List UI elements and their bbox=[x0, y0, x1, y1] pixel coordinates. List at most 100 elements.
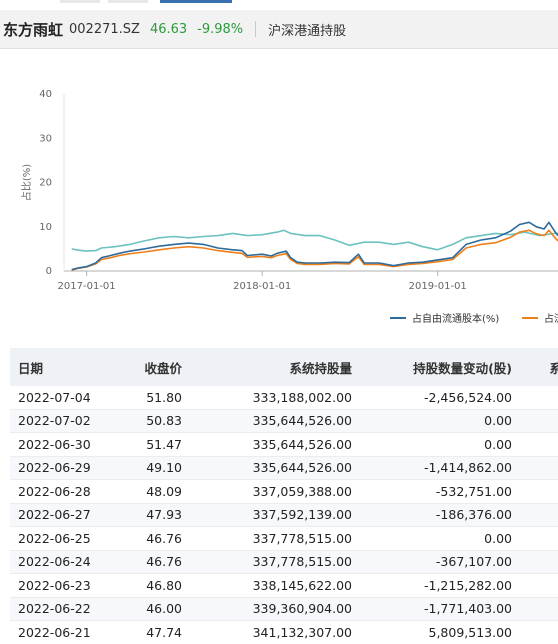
truncated-cell bbox=[520, 503, 558, 527]
stock-price: 46.63 bbox=[149, 21, 188, 37]
stock-code: 002271.SZ bbox=[69, 21, 140, 37]
holdings-cell: 337,778,515.00 bbox=[190, 526, 360, 551]
table-row[interactable]: 2022-07-04 51.80 333,188,002.00 -2,456,524.… bbox=[10, 386, 558, 410]
market-label[interactable]: 沪深港通持股 bbox=[268, 23, 347, 39]
close-cell: 46.80 bbox=[120, 573, 190, 598]
table-row[interactable]: 2022-06-24 46.76 337,778,515.00 -367,107.00 bbox=[10, 550, 558, 574]
truncated-cell bbox=[520, 386, 558, 410]
chart-series bbox=[71, 221, 558, 271]
date-cell: 2022-06-21 bbox=[10, 620, 120, 644]
holdings-cell: 333,188,002.00 bbox=[190, 386, 360, 410]
y-tick-label: 40 bbox=[39, 89, 52, 100]
table-row[interactable]: 2022-06-30 51.47 335,644,526.00 0.00 bbox=[10, 432, 558, 457]
series-line-1 bbox=[71, 229, 558, 271]
close-cell: 51.80 bbox=[120, 386, 190, 410]
holdings-cell: 339,360,904.00 bbox=[190, 597, 360, 621]
close-cell: 48.09 bbox=[120, 479, 190, 504]
tab-indicator-active[interactable] bbox=[160, 0, 232, 3]
truncated-cell bbox=[520, 526, 558, 551]
close-cell: 50.83 bbox=[120, 409, 190, 433]
change-cell: -367,107.00 bbox=[360, 550, 520, 574]
truncated-cell bbox=[520, 456, 558, 480]
col-header-truncated[interactable]: 系 bbox=[549, 360, 558, 376]
truncated-cell bbox=[520, 409, 558, 433]
change-cell: -186,376.00 bbox=[360, 503, 520, 527]
legend-swatch bbox=[390, 316, 406, 319]
truncated-cell bbox=[520, 573, 558, 598]
table-header-row: 日期 收盘价 系统持股量 持股数量变动(股) 系 bbox=[10, 348, 558, 386]
chart-legend: 占自由流通股本(%) 占流 bbox=[390, 310, 558, 326]
holdings-cell: 335,644,526.00 bbox=[190, 432, 360, 457]
legend-label: 占流 bbox=[544, 314, 558, 325]
change-cell: 0.00 bbox=[360, 526, 520, 551]
holdings-cell: 338,145,622.00 bbox=[190, 573, 360, 598]
holdings-cell: 341,132,307.00 bbox=[190, 620, 360, 644]
date-cell: 2022-06-23 bbox=[10, 573, 120, 598]
table-row[interactable]: 2022-06-22 46.00 339,360,904.00 -1,771,403.… bbox=[10, 597, 558, 621]
table-row[interactable]: 2022-06-29 49.10 335,644,526.00 -1,414,862.… bbox=[10, 456, 558, 480]
holdings-cell: 337,778,515.00 bbox=[190, 550, 360, 574]
col-header-change[interactable]: 持股数量变动(股) bbox=[413, 360, 512, 376]
close-cell: 51.47 bbox=[120, 432, 190, 457]
holdings-table-wrapper: 日期 收盘价 系统持股量 持股数量变动(股) 系 2022-07-04 51.80… bbox=[10, 348, 558, 644]
date-cell: 2022-06-28 bbox=[10, 479, 120, 504]
close-cell: 46.76 bbox=[120, 550, 190, 574]
truncated-cell bbox=[520, 432, 558, 457]
top-tab-strip bbox=[0, 0, 558, 6]
change-cell: 0.00 bbox=[360, 432, 520, 457]
close-cell: 46.00 bbox=[120, 597, 190, 621]
x-tick-label: 2019-01-01 bbox=[409, 281, 467, 292]
change-cell: 5,809,513.00 bbox=[360, 620, 520, 644]
date-cell: 2022-07-02 bbox=[10, 409, 120, 433]
truncated-cell bbox=[520, 479, 558, 504]
legend-swatch bbox=[522, 316, 538, 319]
date-cell: 2022-06-22 bbox=[10, 597, 120, 621]
table-row[interactable]: 2022-06-21 47.74 341,132,307.00 5,809,513.0… bbox=[10, 620, 558, 644]
header-divider bbox=[255, 21, 257, 37]
col-header-holdings[interactable]: 系统持股量 bbox=[289, 360, 352, 376]
y-tick-label: 30 bbox=[39, 133, 52, 144]
date-cell: 2022-06-29 bbox=[10, 456, 120, 480]
change-cell: -1,771,403.00 bbox=[360, 597, 520, 621]
table-row[interactable]: 2022-06-25 46.76 337,778,515.00 0.00 bbox=[10, 526, 558, 551]
col-header-date[interactable]: 日期 bbox=[18, 360, 44, 376]
change-cell: -2,456,524.00 bbox=[360, 386, 520, 410]
change-cell: 0.00 bbox=[360, 409, 520, 433]
date-cell: 2022-06-27 bbox=[10, 503, 120, 527]
change-cell: -1,414,862.00 bbox=[360, 456, 520, 480]
x-tick-label: 2017-01-01 bbox=[58, 281, 116, 292]
holdings-cell: 337,059,388.00 bbox=[190, 479, 360, 504]
date-cell: 2022-06-24 bbox=[10, 550, 120, 574]
y-axis-label: 占比(%) bbox=[20, 164, 33, 201]
tab-indicator[interactable] bbox=[108, 0, 148, 3]
x-axis: 2017-01-01 2018-01-01 2019-01-01 bbox=[58, 94, 558, 292]
table-row[interactable]: 2022-06-23 46.80 338,145,622.00 -1,215,282.… bbox=[10, 573, 558, 598]
stock-header: 东方雨虹 002271.SZ 46.63 -9.98% 沪深港通持股 bbox=[0, 10, 558, 49]
holdings-cell: 335,644,526.00 bbox=[190, 409, 360, 433]
table-row[interactable]: 2022-07-02 50.83 335,644,526.00 0.00 bbox=[10, 409, 558, 433]
truncated-cell bbox=[520, 620, 558, 644]
stock-name: 东方雨虹 bbox=[3, 20, 64, 39]
y-axis: 0 10 20 30 40 bbox=[39, 89, 52, 277]
close-cell: 46.76 bbox=[120, 526, 190, 551]
y-tick-label: 10 bbox=[39, 222, 52, 233]
holding-ratio-chart: 0 10 20 30 40 占比(%) 2017-01-01 2018-01-01 2019… bbox=[20, 89, 558, 292]
close-cell: 47.93 bbox=[120, 503, 190, 527]
close-cell: 47.74 bbox=[120, 620, 190, 644]
table-row[interactable]: 2022-06-27 47.93 337,592,139.00 -186,376.00 bbox=[10, 503, 558, 527]
date-cell: 2022-06-30 bbox=[10, 432, 120, 457]
stock-change-pct: -9.98% bbox=[197, 21, 244, 37]
holdings-table: 日期 收盘价 系统持股量 持股数量变动(股) 系 2022-07-04 51.80… bbox=[10, 348, 558, 644]
series-line-0 bbox=[71, 221, 558, 271]
col-header-close[interactable]: 收盘价 bbox=[144, 360, 182, 376]
table-row[interactable]: 2022-06-28 48.09 337,059,388.00 -532,751.00 bbox=[10, 479, 558, 504]
y-tick-label: 0 bbox=[46, 266, 52, 277]
holdings-cell: 335,644,526.00 bbox=[190, 456, 360, 480]
truncated-cell bbox=[520, 550, 558, 574]
close-cell: 49.10 bbox=[120, 456, 190, 480]
change-cell: -532,751.00 bbox=[360, 479, 520, 504]
tab-indicator[interactable] bbox=[60, 0, 100, 3]
legend-item-float[interactable]: 占流 bbox=[522, 310, 558, 325]
legend-item-free-float[interactable]: 占自由流通股本(%) bbox=[390, 310, 499, 325]
date-cell: 2022-07-04 bbox=[10, 386, 120, 410]
